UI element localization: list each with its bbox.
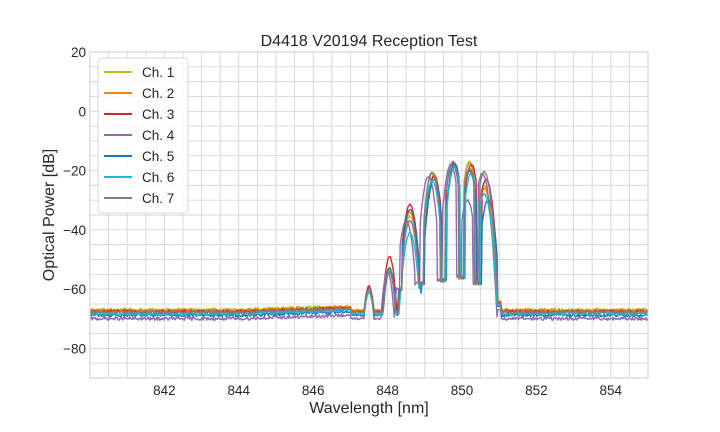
y-tick-label: 20 (71, 45, 86, 60)
legend-entry: Ch. 7 (104, 191, 174, 206)
legend-label: Ch. 3 (142, 107, 174, 122)
legend-box (97, 57, 189, 214)
x-tick-label: 848 (376, 383, 399, 398)
chart-title: D4418 V20194 Reception Test (261, 33, 478, 50)
legend-entry: Ch. 6 (104, 170, 174, 185)
legend: Ch. 1 Ch. 2 Ch. 3 Ch. 4 Ch. 5 Ch. 6 Ch. 7 (97, 57, 189, 214)
y-axis-label: Optical Power [dB] (41, 149, 58, 282)
legend-entry: Ch. 1 (104, 65, 174, 80)
legend-entry: Ch. 3 (104, 107, 174, 122)
x-tick-label: 842 (153, 383, 176, 398)
y-tick-label: −60 (63, 282, 86, 297)
x-tick-label: 850 (451, 383, 474, 398)
series-lines (89, 160, 649, 322)
axes-frame (89, 51, 649, 379)
x-tick-label: 846 (302, 383, 325, 398)
legend-label: Ch. 6 (142, 170, 174, 185)
y-tick-label: 0 (78, 104, 86, 119)
legend-entry: Ch. 4 (104, 128, 175, 143)
x-tick-label: 844 (228, 383, 251, 398)
x-tick-label: 854 (600, 383, 623, 398)
legend-entry: Ch. 5 (104, 149, 174, 164)
x-axis-label: Wavelength [nm] (309, 400, 428, 417)
legend-label: Ch. 1 (142, 65, 174, 80)
series-line-ch-2 (89, 160, 649, 313)
legend-label: Ch. 7 (142, 191, 174, 206)
legend-label: Ch. 4 (142, 128, 175, 143)
series-line-ch-7 (89, 160, 649, 315)
legend-label: Ch. 2 (142, 86, 174, 101)
y-tick-label: −20 (63, 164, 86, 179)
x-tick-labels: 842 844 846 848 850 852 854 (153, 383, 622, 398)
legend-label: Ch. 5 (142, 149, 174, 164)
y-tick-label: −80 (63, 341, 86, 356)
x-tick-label: 852 (525, 383, 548, 398)
y-tick-label: −40 (63, 223, 86, 238)
legend-entry: Ch. 2 (104, 86, 174, 101)
y-tick-labels: 20 0 −20 −40 −60 −80 (63, 45, 86, 356)
